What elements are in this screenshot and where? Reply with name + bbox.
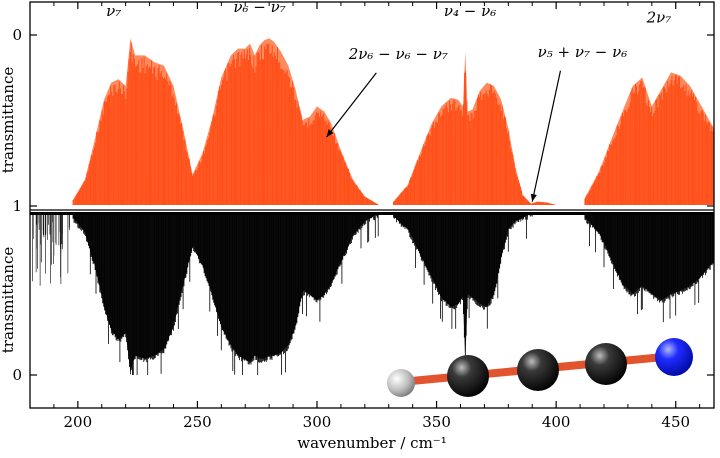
plot-frame: [29, 1, 715, 409]
x-tick-label: 300: [303, 413, 332, 431]
x-axis-label: wavenumber / cm⁻¹: [297, 434, 446, 452]
band-label: 2ν₇: [646, 8, 672, 26]
carbon-atom: [517, 349, 559, 391]
x-tick-label: 400: [542, 413, 571, 431]
upper-band-lines: [528, 201, 556, 205]
nitrogen-atom: [655, 338, 693, 376]
band-label: ν₆ − ν₇: [233, 0, 285, 16]
x-tick-label: 350: [422, 413, 451, 431]
lower-band-lines: [72, 213, 380, 375]
band-annotations: ν₇ ν₆ − ν₇ 2ν₆ − ν₆ − ν₇ ν₄ − ν₆ ν₅ + ν₇ − ν…: [106, 0, 671, 202]
molecule-illustration: [387, 338, 693, 397]
upper-y-tick-label: 1: [12, 197, 22, 215]
annotation-arrow: [326, 72, 377, 138]
lower-baseline: [30, 212, 714, 215]
lower-y-tick-label: 0: [12, 366, 22, 384]
upper-band-lines: [393, 71, 532, 205]
x-tick-label: 200: [64, 413, 93, 431]
band-label: ν₅ + ν₇ − ν₆: [538, 43, 628, 61]
carbon-atom: [585, 343, 627, 385]
lower-band-lines: [393, 213, 533, 364]
upper-y-tick-label: 0: [12, 26, 22, 44]
annotation-arrowhead: [530, 193, 537, 202]
band-label: ν₄ − ν₆: [444, 2, 496, 20]
upper-band-lines: [584, 74, 715, 205]
x-tick-label: 250: [183, 413, 212, 431]
band-label: 2ν₆ − ν₆ − ν₇: [348, 45, 448, 63]
upper-band-lines: [72, 42, 380, 205]
axes: 200 250 300 350 400 450 wavenumber / cm⁻¹ 0 1 0 tr…: [0, 2, 714, 452]
lower-stray-lines: [32, 213, 70, 286]
annotation-arrow: [531, 70, 562, 202]
carbon-atom: [447, 355, 489, 397]
annotation-arrowhead: [326, 129, 334, 137]
band-label: ν₇: [106, 2, 121, 20]
hydrogen-atom: [387, 369, 415, 397]
x-tick-label: 450: [661, 413, 690, 431]
lower-y-axis-label: transmittance: [0, 247, 17, 354]
upper-y-axis-label: transmittance: [0, 67, 17, 174]
upper-panel: [72, 38, 715, 206]
lower-panel: [30, 212, 715, 375]
lower-band-lines: [584, 213, 715, 323]
